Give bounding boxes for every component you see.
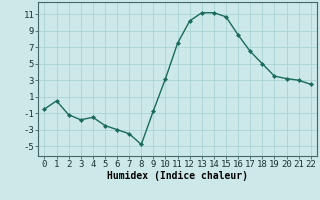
X-axis label: Humidex (Indice chaleur): Humidex (Indice chaleur): [107, 171, 248, 181]
